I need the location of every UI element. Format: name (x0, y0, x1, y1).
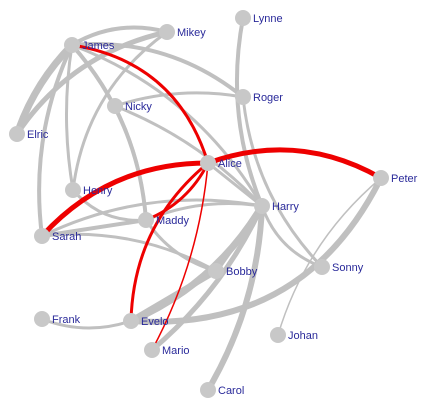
node-circle-james[interactable] (64, 37, 80, 53)
node-label-sarah: Sarah (52, 231, 81, 243)
node-evelo[interactable]: Evelo (123, 313, 169, 329)
node-james[interactable]: James (64, 37, 115, 53)
edge-roger-nicky (113, 91, 245, 108)
node-label-henry: Henry (83, 185, 113, 197)
node-circle-lynne[interactable] (235, 10, 251, 26)
node-roger[interactable]: Roger (235, 89, 283, 105)
node-circle-peter[interactable] (373, 170, 389, 186)
edge-harry-sonny (260, 204, 324, 269)
edge-mikey-elric (14, 29, 170, 137)
edge-nicky-maddy (113, 104, 148, 222)
edge-alice-maddy (144, 161, 210, 222)
edge-layer (13, 16, 384, 393)
edge-james-elric (13, 41, 76, 138)
node-label-lynne: Lynne (253, 13, 283, 25)
edge-nicky-harry (113, 104, 264, 208)
edge-sarah-harry (40, 198, 264, 238)
edge-james-alice (70, 43, 210, 165)
node-sarah[interactable]: Sarah (34, 228, 81, 244)
node-label-james: James (82, 40, 115, 52)
edge-peter-evelo (128, 175, 384, 325)
node-circle-roger[interactable] (235, 89, 251, 105)
node-maddy[interactable]: Maddy (138, 212, 190, 228)
node-label-alice: Alice (218, 158, 242, 170)
edge-roger-sonny (241, 95, 324, 269)
edge-alice-peter (205, 147, 384, 181)
node-nicky[interactable]: Nicky (107, 98, 152, 114)
node-circle-johan[interactable] (270, 327, 286, 343)
edge-alice-sarah (39, 160, 211, 239)
node-circle-mikey[interactable] (159, 24, 175, 40)
node-circle-maddy[interactable] (138, 212, 154, 228)
node-circle-evelo[interactable] (123, 313, 139, 329)
node-johan[interactable]: Johan (270, 327, 318, 343)
node-label-carol: Carol (218, 385, 244, 397)
edge-mikey-henry (71, 30, 169, 192)
edge-james-roger (70, 41, 245, 99)
node-lynne[interactable]: Lynne (235, 10, 283, 26)
node-label-maddy: Maddy (156, 215, 190, 227)
node-label-sonny: Sonny (332, 262, 364, 274)
node-mario[interactable]: Mario (144, 342, 190, 358)
edge-evelo-bobby (128, 268, 219, 324)
node-circle-alice[interactable] (200, 155, 216, 171)
node-label-evelo: Evelo (141, 316, 169, 328)
edge-harry-mario (149, 203, 265, 353)
node-mikey[interactable]: Mikey (159, 24, 206, 40)
node-layer: James Mikey Lynne Roger Nicky Elric Alice Peter… (9, 10, 418, 398)
node-circle-frank[interactable] (34, 311, 50, 327)
node-frank[interactable]: Frank (34, 311, 81, 327)
edge-peter-johan (277, 177, 382, 336)
node-alice[interactable]: Alice (200, 155, 242, 171)
node-circle-nicky[interactable] (107, 98, 123, 114)
node-sonny[interactable]: Sonny (314, 259, 364, 275)
node-peter[interactable]: Peter (373, 170, 418, 186)
node-circle-harry[interactable] (254, 198, 270, 214)
node-label-bobby: Bobby (226, 266, 258, 278)
edge-frank-evelo (40, 317, 133, 330)
edge-alice-evelo (129, 161, 210, 323)
node-circle-sonny[interactable] (314, 259, 330, 275)
node-bobby[interactable]: Bobby (208, 263, 258, 279)
node-label-peter: Peter (391, 173, 418, 185)
node-circle-bobby[interactable] (208, 263, 224, 279)
node-label-roger: Roger (253, 92, 283, 104)
node-label-harry: Harry (272, 201, 299, 213)
node-label-nicky: Nicky (125, 101, 152, 113)
node-label-frank: Frank (52, 314, 81, 326)
node-circle-mario[interactable] (144, 342, 160, 358)
node-circle-sarah[interactable] (34, 228, 50, 244)
edge-james-sarah (37, 43, 74, 238)
edge-james-henry (64, 43, 75, 192)
edge-james-mikey (70, 25, 169, 47)
node-elric[interactable]: Elric (9, 126, 49, 142)
edge-alice-mario (151, 162, 209, 351)
node-label-mikey: Mikey (177, 27, 206, 39)
edge-harry-carol (205, 203, 265, 393)
node-harry[interactable]: Harry (254, 198, 299, 214)
node-label-johan: Johan (288, 330, 318, 342)
edge-lynne-harry (234, 16, 264, 208)
node-circle-elric[interactable] (9, 126, 25, 142)
edge-sarah-bobby (40, 232, 218, 273)
node-circle-henry[interactable] (65, 182, 81, 198)
node-carol[interactable]: Carol (200, 382, 244, 398)
node-label-mario: Mario (162, 345, 190, 357)
node-henry[interactable]: Henry (65, 182, 113, 198)
node-circle-carol[interactable] (200, 382, 216, 398)
node-label-elric: Elric (27, 129, 49, 141)
